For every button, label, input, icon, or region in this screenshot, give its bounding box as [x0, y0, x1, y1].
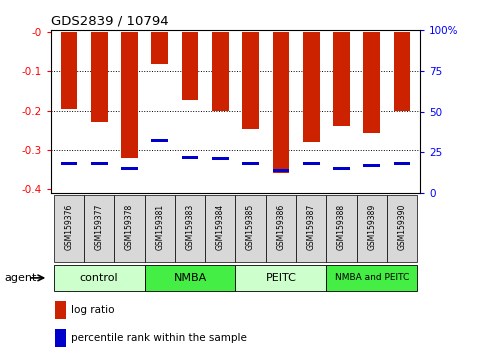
FancyBboxPatch shape	[296, 195, 327, 262]
Bar	[91, 162, 108, 165]
FancyBboxPatch shape	[144, 195, 175, 262]
Bar	[60, 162, 77, 165]
FancyBboxPatch shape	[236, 195, 266, 262]
Text: GSM159378: GSM159378	[125, 204, 134, 250]
FancyBboxPatch shape	[327, 265, 417, 291]
Bar	[151, 139, 168, 142]
Bar	[212, 157, 228, 160]
Bar	[394, 162, 411, 165]
Bar	[182, 32, 199, 99]
Bar	[242, 162, 259, 165]
Text: NMBA: NMBA	[173, 273, 207, 283]
Bar	[55, 301, 66, 319]
Bar	[242, 32, 259, 129]
Text: GSM159386: GSM159386	[276, 204, 285, 250]
Text: GSM159384: GSM159384	[216, 204, 225, 250]
Text: GSM159388: GSM159388	[337, 204, 346, 250]
FancyBboxPatch shape	[266, 195, 296, 262]
Bar	[333, 32, 350, 126]
Text: percentile rank within the sample: percentile rank within the sample	[71, 333, 247, 343]
Text: agent: agent	[5, 273, 37, 283]
Bar	[363, 164, 380, 167]
FancyBboxPatch shape	[84, 195, 114, 262]
Text: GSM159387: GSM159387	[307, 204, 316, 250]
Text: NMBA and PEITC: NMBA and PEITC	[335, 273, 409, 282]
Text: log ratio: log ratio	[71, 305, 114, 315]
Text: GSM159381: GSM159381	[155, 204, 164, 250]
Bar	[333, 167, 350, 170]
Text: control: control	[80, 273, 118, 283]
Bar	[55, 329, 66, 347]
FancyBboxPatch shape	[387, 195, 417, 262]
Bar	[60, 32, 77, 109]
FancyBboxPatch shape	[144, 265, 236, 291]
FancyBboxPatch shape	[54, 195, 84, 262]
Bar	[212, 32, 228, 111]
FancyBboxPatch shape	[356, 195, 387, 262]
Bar	[151, 32, 168, 64]
Bar	[303, 32, 320, 142]
FancyBboxPatch shape	[327, 195, 356, 262]
Text: GSM159377: GSM159377	[95, 204, 104, 250]
Text: GSM159390: GSM159390	[398, 204, 407, 250]
FancyBboxPatch shape	[175, 195, 205, 262]
Text: PEITC: PEITC	[266, 273, 297, 283]
Bar	[121, 167, 138, 170]
FancyBboxPatch shape	[114, 195, 144, 262]
Bar	[91, 32, 108, 121]
Text: GSM159383: GSM159383	[185, 204, 195, 250]
Text: GSM159389: GSM159389	[367, 204, 376, 250]
Text: GSM159376: GSM159376	[64, 204, 73, 250]
Bar	[394, 32, 411, 111]
Bar	[272, 169, 289, 172]
Bar	[303, 162, 320, 165]
Bar	[121, 32, 138, 158]
FancyBboxPatch shape	[236, 265, 327, 291]
Text: GDS2839 / 10794: GDS2839 / 10794	[51, 14, 169, 27]
Bar	[182, 155, 199, 159]
Bar	[272, 32, 289, 173]
Text: GSM159385: GSM159385	[246, 204, 255, 250]
Bar	[363, 32, 380, 133]
FancyBboxPatch shape	[205, 195, 236, 262]
FancyBboxPatch shape	[54, 265, 144, 291]
